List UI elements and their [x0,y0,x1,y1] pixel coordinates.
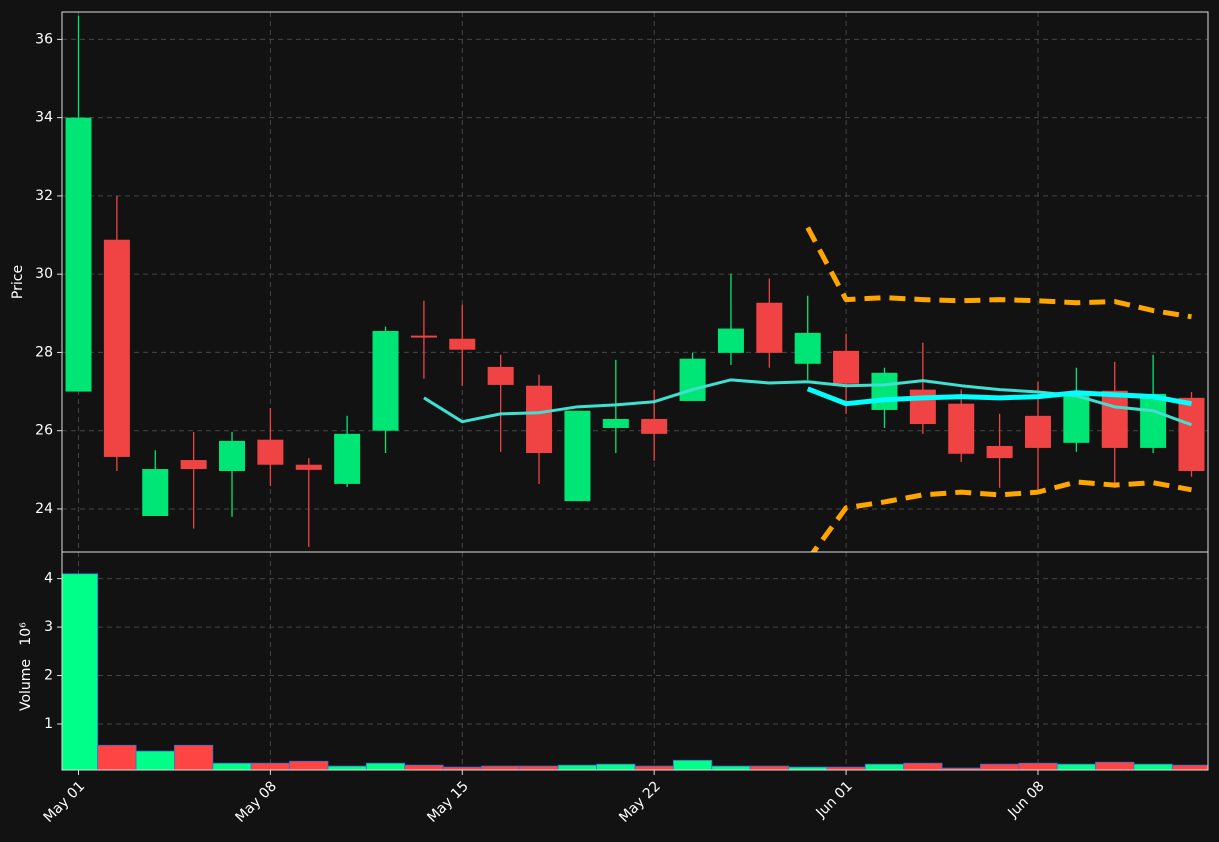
candle-body [564,410,591,502]
candle-body [794,332,821,364]
volume-bar [212,762,252,770]
candle-body [410,335,437,338]
y-tick-label: 34 [35,110,53,126]
y-tick-label: 4 [44,571,53,587]
overlay-line [810,479,1192,552]
volume-bar [289,760,329,770]
candle-body [717,328,744,353]
volume-bar [557,764,598,770]
overlay-line [805,226,1192,320]
volume-bar [711,765,751,770]
candle-body [871,372,898,410]
volume-bar [365,762,406,770]
volume-bar [481,765,521,770]
overlay-line [806,386,1192,407]
candle-body [679,358,706,401]
candle-body [449,338,476,350]
candle-body [142,469,169,516]
candle-body [526,385,553,453]
y-tick-label: 30 [35,266,53,282]
y-tick-label: 1 [44,716,53,732]
candle-body [1140,393,1167,448]
volume-panel [62,552,1208,770]
volume-bar [250,762,290,770]
y-tick-label: 32 [35,188,53,204]
y-axis-label: Price [10,265,26,299]
volume-bar [174,744,214,770]
volume-bar [97,744,137,770]
volume-bar [519,765,559,770]
y-tick-label: 36 [35,31,53,47]
volume-bar [1018,762,1058,770]
candle-body [487,366,514,385]
volume-bar [596,763,636,770]
candle-body [180,460,207,470]
volume-bar [864,763,905,770]
y-tick-label: 24 [35,501,53,517]
y-tick-label: 28 [35,344,53,360]
y-tick-label: 2 [44,668,53,684]
volume-bar [980,763,1020,770]
volume-bar [749,765,789,770]
candle-body [1063,391,1090,443]
volume-bar [62,573,99,770]
candle-body [909,389,936,425]
volume-bar [903,762,943,770]
price-plot [62,12,1208,552]
volume-bar [135,750,175,770]
candle-body [1101,390,1128,448]
candle-body [641,418,668,434]
candle-body [334,433,361,484]
candle-body [219,440,246,471]
volume-bar [1171,764,1208,770]
volume-bar [327,765,367,770]
y-tick-label: 26 [35,423,53,439]
y-axis-label: Volume [18,659,34,711]
volume-bar [634,765,674,770]
candle-body [372,330,399,431]
candle-body [986,445,1013,459]
volume-bar [404,764,444,770]
price-panel [62,12,1208,552]
candle-body [948,403,975,454]
candle-body [1178,397,1205,471]
candle-body [65,117,92,392]
candle-body [756,302,783,353]
volume-frame [61,551,1209,771]
candle-body [257,439,284,465]
axis-exponent: 10⁶ [18,622,34,646]
volume-bar [1056,763,1096,770]
volume-bar [672,759,713,770]
volume-bar [1095,761,1135,770]
candle-body [602,418,629,428]
candle-body [295,464,322,470]
y-tick-label: 3 [44,619,53,635]
candle-body [103,239,130,457]
candle-body [833,350,860,384]
volume-bar [1133,763,1173,770]
candle-body [1024,415,1051,448]
